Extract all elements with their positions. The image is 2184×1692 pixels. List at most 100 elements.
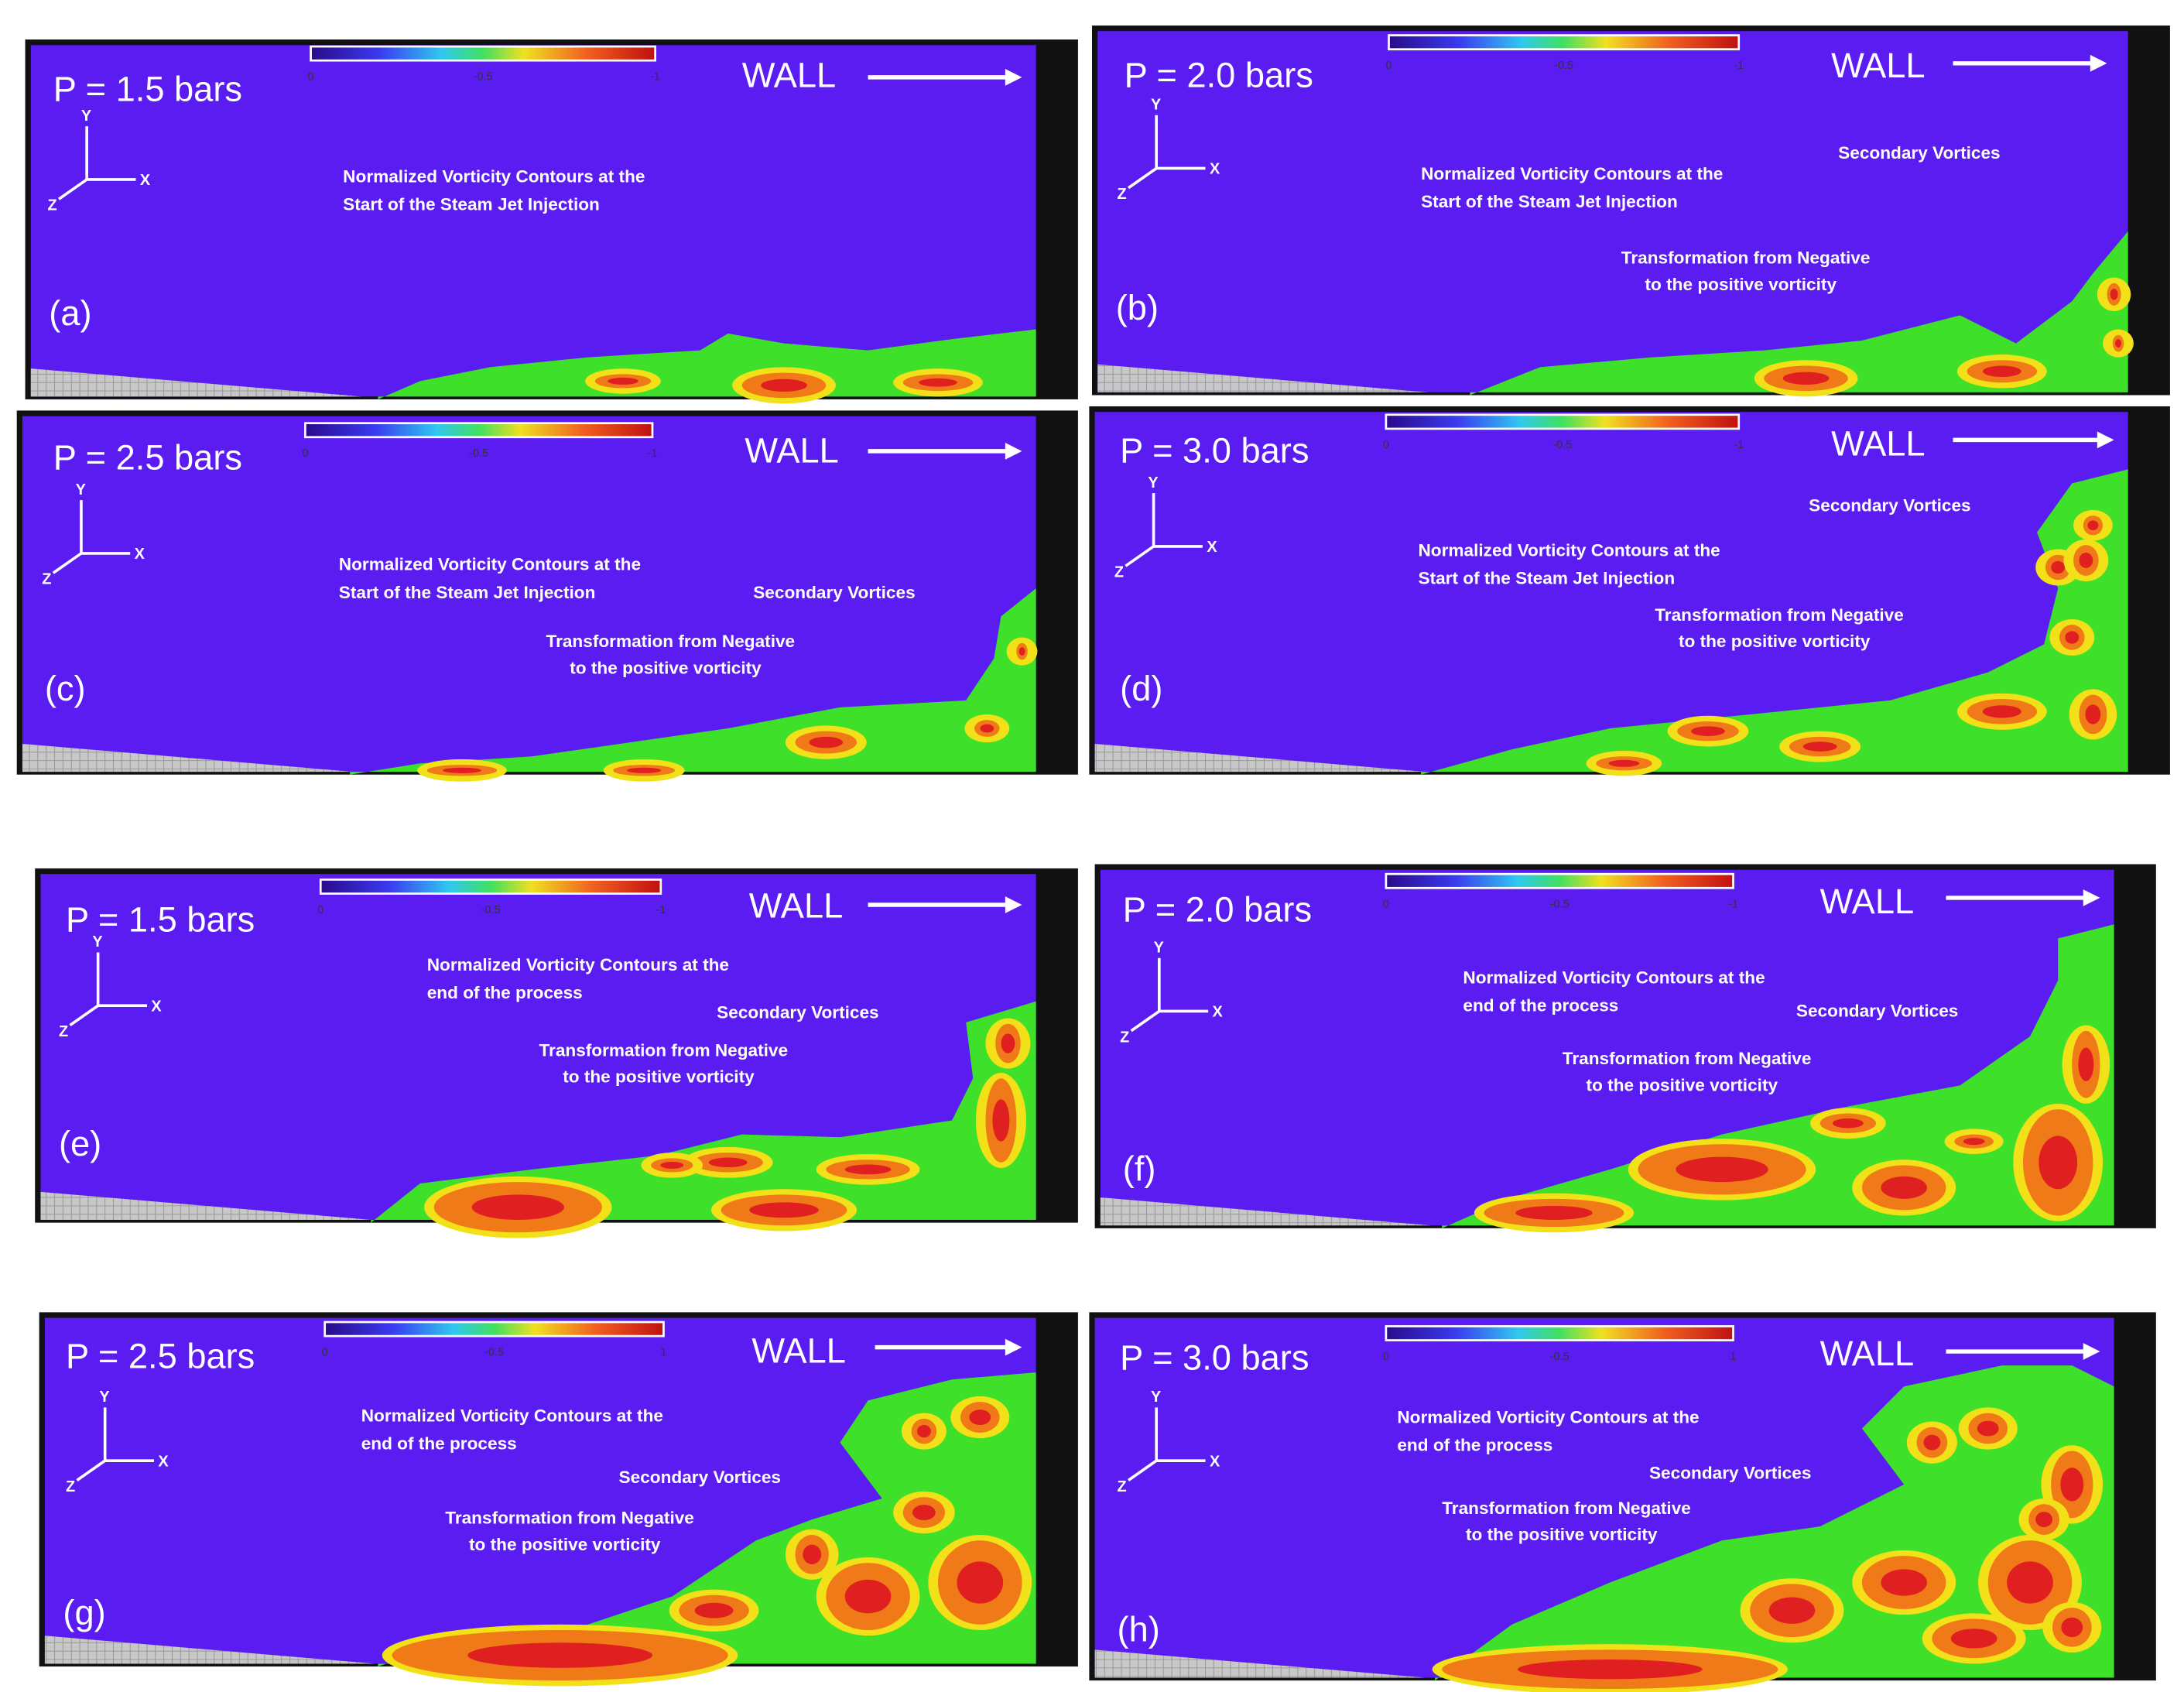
nozzle — [1097, 364, 1429, 392]
panel-letter: (c) — [45, 669, 86, 708]
colorbar-label: 1 — [1730, 1351, 1736, 1363]
transformation-label: Transformation from Negative — [1563, 1049, 1812, 1068]
vorticity-region — [350, 588, 1036, 775]
colorbar-label: -0.5 — [1550, 899, 1570, 911]
wall-label: WALL — [749, 885, 843, 925]
vortex-core — [2061, 1617, 2083, 1638]
vortex-core — [1950, 1629, 1997, 1649]
vortex-core — [1018, 647, 1025, 656]
axis-label: Y — [1151, 1389, 1161, 1406]
vortex-core — [2065, 631, 2080, 644]
vortex-core — [1832, 1118, 1864, 1129]
vortex-core — [2110, 289, 2118, 300]
axis-label: Z — [66, 1478, 75, 1495]
axes-icon — [1127, 115, 1206, 190]
transformation-label: Transformation from Negative — [546, 632, 795, 651]
secondary-vortices-label: Secondary Vortices — [717, 1003, 878, 1022]
vortex-core — [708, 1157, 748, 1168]
wall-label: WALL — [1820, 1334, 1914, 1373]
flow-domain — [30, 45, 1036, 397]
colorbar — [1388, 34, 1741, 51]
colorbar-label: 1 — [660, 1346, 666, 1358]
axis-label: X — [135, 546, 145, 563]
vorticity-region — [1442, 924, 2114, 1228]
vortex-core — [809, 736, 844, 748]
colorbar-label: -0.5 — [1554, 60, 1573, 72]
title-line: Normalized Vorticity Contours at the — [361, 1406, 663, 1425]
vortex-core — [2051, 560, 2066, 574]
pressure-label: P = 1.5 bars — [53, 70, 242, 109]
vortex-core — [919, 378, 957, 387]
wall-arrowhead — [1005, 1338, 1022, 1356]
nozzle — [1100, 1197, 1431, 1226]
colorbar-label: 0 — [1383, 439, 1389, 451]
panel-letter: (g) — [63, 1593, 105, 1632]
vortex-core — [2035, 1512, 2053, 1528]
vortex-core — [1802, 742, 1837, 752]
wall-arrowhead — [2083, 1343, 2100, 1360]
transformation-label: Transformation from Negative — [1442, 1498, 1691, 1518]
transformation-label: to the positive vorticity — [563, 1067, 755, 1087]
axis-label: X — [1210, 1453, 1220, 1470]
axes-icon — [1125, 493, 1203, 567]
axes-icon — [69, 952, 147, 1027]
vortex-core — [2114, 339, 2121, 348]
vortex-core — [761, 378, 807, 392]
wall-label: WALL — [745, 430, 838, 470]
panel-letter: (f) — [1123, 1149, 1156, 1188]
vortex-core — [1881, 1176, 1928, 1199]
colorbar-label: -1 — [1734, 60, 1744, 72]
pressure-label: P = 2.0 bars — [1125, 56, 1313, 95]
colorbar — [303, 422, 654, 439]
pressure-label: P = 2.5 bars — [66, 1337, 255, 1376]
axis-label: X — [1207, 539, 1217, 556]
vortex-core — [1982, 705, 2021, 718]
transformation-label: to the positive vorticity — [469, 1535, 661, 1554]
axes-icon — [76, 1407, 154, 1481]
axis-label: X — [151, 998, 162, 1015]
axis-label: X — [1213, 1004, 1224, 1021]
colorbar-label: -1 — [648, 447, 658, 460]
panel-letter: (b) — [1116, 288, 1159, 327]
axes-icon — [52, 500, 131, 574]
axis-label: Z — [59, 1023, 68, 1040]
colorbar-label: -0.5 — [484, 1346, 504, 1358]
title-line: Start of the Steam Jet Injection — [339, 583, 596, 602]
vortex-core — [443, 767, 481, 773]
panel-letter: (d) — [1120, 669, 1162, 708]
transformation-label: to the positive vorticity — [1587, 1076, 1778, 1095]
vortex-core — [1517, 1659, 1703, 1680]
wall-label: WALL — [1831, 46, 1925, 85]
vortex-core — [916, 1425, 931, 1438]
colorbar-label: -1 — [1734, 439, 1744, 451]
colorbar — [310, 45, 656, 62]
pressure-label: P = 2.5 bars — [53, 437, 242, 477]
wall-arrowhead — [2097, 431, 2114, 449]
vortex-core — [1923, 1434, 1941, 1451]
title-line: end of the process — [1463, 995, 1618, 1015]
vortex-core — [660, 1161, 684, 1169]
vortex-core — [694, 1602, 734, 1618]
vorticity-region — [1421, 469, 2128, 775]
axis-label: Y — [99, 1389, 109, 1406]
transformation-label: Transformation from Negative — [539, 1040, 788, 1060]
vortex-core — [992, 1099, 1010, 1142]
axis-label: Y — [76, 481, 86, 498]
pressure-label: P = 3.0 bars — [1120, 430, 1309, 470]
colorbar — [319, 879, 662, 895]
wall-arrowhead — [1005, 69, 1022, 86]
vortex-core — [1515, 1205, 1593, 1220]
vortex-core — [1001, 1033, 1015, 1053]
wall-arrowhead — [2083, 889, 2100, 906]
colorbar — [1385, 1325, 1734, 1341]
wall-arrowhead — [2090, 54, 2107, 72]
axes-icon — [57, 126, 136, 200]
vortex-core — [1691, 726, 1725, 736]
colorbar-label: 0 — [308, 70, 314, 83]
vortex-core — [1676, 1156, 1768, 1183]
vortex-core — [2079, 553, 2093, 568]
vortex-core — [2039, 1135, 2078, 1190]
transformation-label: to the positive vorticity — [1466, 1525, 1658, 1544]
colorbar — [1385, 413, 1741, 430]
nozzle — [1094, 743, 1426, 772]
